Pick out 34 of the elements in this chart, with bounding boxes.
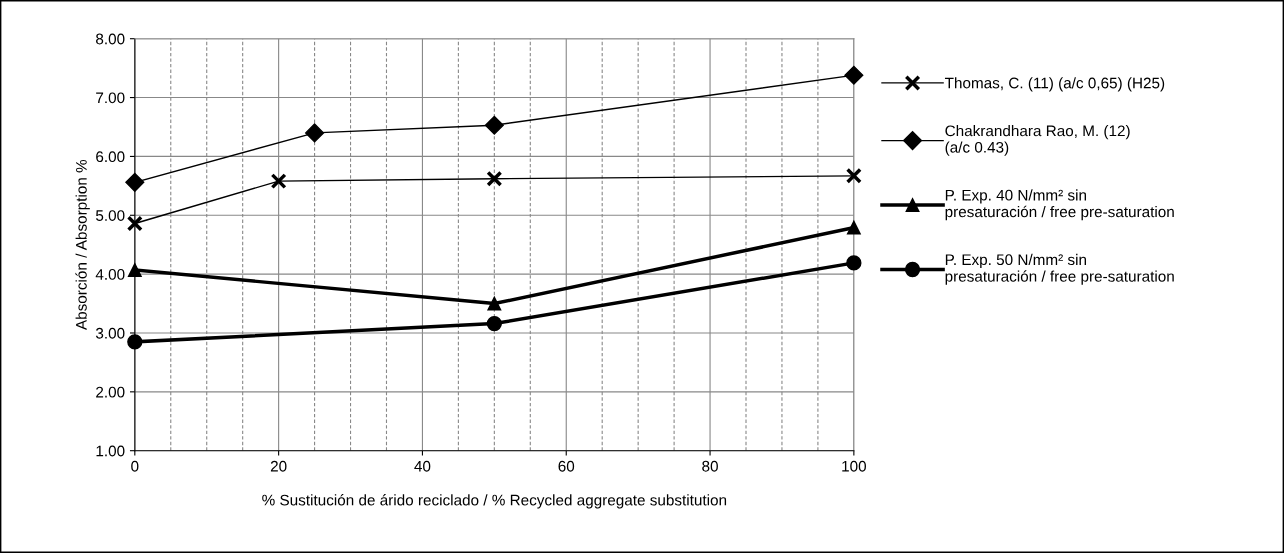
point: [487, 296, 502, 311]
point: [305, 123, 325, 143]
point: [486, 170, 503, 187]
legend-label: Chakrandhara Rao, M. (12) (a/c 0.43): [945, 125, 1130, 156]
point: [127, 263, 142, 277]
legend-label: Thomas, C. (11) (a/c 0,65) (H25): [944, 77, 1165, 92]
y-tick-label: 4.00: [95, 269, 125, 280]
x-tick-label: 40: [414, 460, 431, 472]
y-tick-label: 5.00: [95, 210, 125, 221]
y-tick-label: 6.00: [96, 151, 125, 163]
point: [486, 315, 502, 332]
legend-label: P. Exp. 40 N/mm² sin presaturación / free pre-saturation: [945, 189, 1174, 221]
y-axis-title: Absorción / Absorption %: [75, 159, 90, 331]
point: [844, 65, 864, 85]
point: [845, 167, 862, 184]
x-tick-label: 60: [558, 460, 575, 472]
point: [126, 215, 143, 232]
y-tick-label: 8.00: [96, 33, 125, 45]
point: [484, 115, 504, 135]
point: [846, 255, 862, 271]
legend-label: P. Exp. 50 N/mm² sin presaturación / free pre-saturation: [945, 253, 1174, 285]
point: [125, 172, 145, 192]
x-tick-label: 80: [702, 460, 718, 472]
y-tick-label: 1.00: [96, 445, 125, 457]
y-tick-label: 3.00: [95, 327, 125, 339]
x-tick-label: 0: [131, 460, 139, 472]
x-tick-label: 100: [842, 460, 867, 472]
x-tick-label: 20: [270, 460, 287, 472]
point: [846, 220, 861, 235]
point: [127, 334, 143, 350]
x-axis-title: % Sustitución de árido reciclado / % Recycled aggregate substitution: [262, 494, 727, 509]
y-tick-label: 7.00: [96, 92, 125, 104]
y-tick-label: 2.00: [96, 386, 125, 398]
point: [270, 173, 287, 190]
